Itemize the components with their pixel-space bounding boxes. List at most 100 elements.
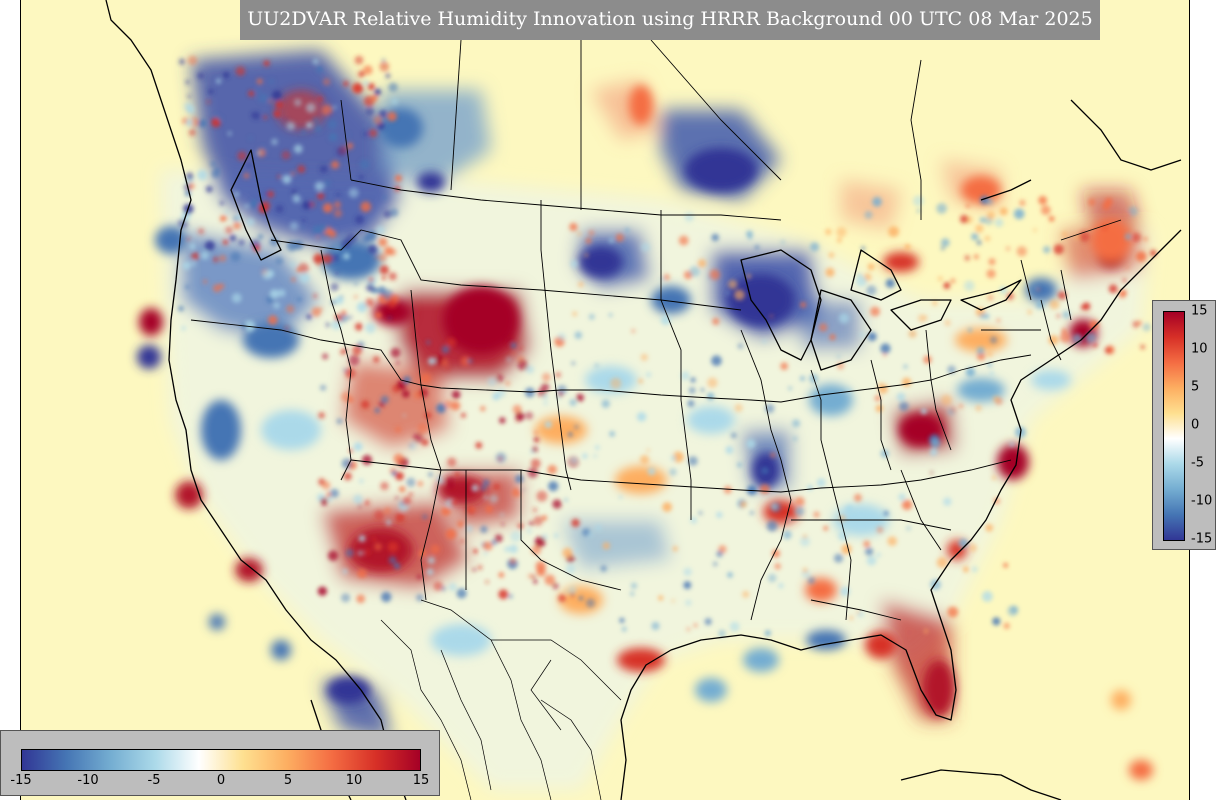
speckle-dot (408, 441, 417, 451)
speckle-dot (658, 595, 664, 601)
speckle-dot (856, 610, 861, 615)
speckle-dot (333, 105, 337, 110)
speckle-dot (272, 90, 282, 100)
speckle-dot (457, 520, 465, 528)
speckle-dot (377, 286, 387, 296)
horizontal-colorbar-tick: -15 (10, 773, 32, 788)
speckle-dot (367, 82, 375, 91)
speckle-dot (1104, 197, 1113, 207)
speckle-dot (1005, 246, 1011, 251)
speckle-dot (994, 218, 1004, 227)
speckle-dot (610, 377, 622, 389)
speckle-dot (1033, 228, 1037, 232)
speckle-dot (571, 361, 575, 365)
speckle-dot (1056, 313, 1061, 319)
speckle-dot (342, 568, 348, 574)
speckle-dot (491, 539, 497, 546)
speckle-dot (660, 277, 665, 281)
speckle-dot (582, 453, 588, 459)
speckle-dot (593, 454, 597, 458)
speckle-dot (574, 424, 579, 430)
speckle-dot (728, 279, 738, 289)
speckle-dot (690, 516, 698, 524)
speckle-dot (438, 479, 444, 485)
speckle-dot (328, 132, 338, 142)
speckle-dot (602, 542, 610, 550)
speckle-dot (381, 591, 392, 603)
speckle-dot (200, 251, 209, 260)
speckle-dot (227, 131, 232, 136)
speckle-dot (448, 582, 458, 592)
speckle-dot (640, 353, 648, 361)
speckle-dot (731, 432, 737, 439)
speckle-dot (258, 234, 263, 240)
speckle-dot (197, 169, 208, 181)
speckle-dot (577, 231, 582, 236)
speckle-dot (565, 590, 569, 594)
speckle-dot (313, 294, 318, 298)
speckle-dot (206, 100, 211, 104)
speckle-dot (772, 549, 780, 558)
speckle-dot (485, 580, 489, 584)
speckle-dot (482, 479, 490, 487)
speckle-dot (1124, 233, 1132, 240)
speckle-dot (187, 105, 195, 114)
speckle-dot (394, 186, 400, 192)
speckle-dot (268, 78, 275, 85)
speckle-dot (876, 526, 884, 533)
vertical-colorbar-tick: -10 (1191, 493, 1213, 509)
speckle-dot (187, 94, 191, 99)
speckle-dot (828, 252, 835, 258)
speckle-dot (426, 568, 434, 576)
speckle-dot (385, 73, 391, 79)
speckle-dot (256, 88, 261, 94)
speckle-dot (312, 225, 323, 235)
speckle-dot (533, 579, 538, 584)
speckle-dot (391, 97, 399, 105)
speckle-dot (764, 630, 771, 637)
speckle-dot (646, 449, 650, 452)
speckle-dot (964, 255, 970, 261)
speckle-dot (461, 412, 466, 418)
speckle-dot (861, 246, 865, 251)
speckle-dot (690, 377, 696, 383)
speckle-dot (638, 378, 643, 384)
speckle-dot (1061, 231, 1068, 238)
speckle-dot (544, 574, 556, 586)
speckle-dot (352, 83, 364, 94)
speckle-dot (985, 524, 993, 532)
speckle-dot (479, 484, 487, 492)
speckle-dot (185, 172, 194, 181)
speckle-dot (588, 313, 595, 320)
speckle-dot (872, 196, 882, 207)
speckle-dot (574, 548, 579, 553)
speckle-dot (355, 215, 365, 225)
speckle-dot (348, 187, 359, 198)
speckle-dot (233, 222, 241, 230)
speckle-dot (495, 374, 504, 383)
speckle-dot (483, 541, 493, 551)
speckle-dot (273, 110, 282, 118)
speckle-dot (716, 550, 723, 558)
speckle-dot (693, 623, 698, 628)
speckle-dot (819, 323, 828, 332)
speckle-dot (294, 240, 304, 250)
speckle-dot (489, 494, 499, 504)
speckle-dot (508, 594, 513, 599)
speckle-dot (746, 274, 751, 279)
speckle-dot (906, 526, 911, 531)
speckle-dot (823, 526, 828, 531)
speckle-dot (709, 269, 720, 281)
speckle-dot (975, 224, 984, 233)
speckle-dot (375, 311, 382, 319)
speckle-dot (532, 507, 538, 513)
speckle-dot (974, 254, 979, 260)
speckle-dot (445, 366, 450, 371)
speckle-dot (999, 207, 1008, 216)
speckle-dot (746, 439, 756, 449)
speckle-dot (725, 446, 734, 454)
speckle-dot (1128, 206, 1139, 217)
speckle-dot (547, 464, 557, 475)
speckle-dot (975, 404, 982, 412)
speckle-dot (300, 129, 307, 135)
